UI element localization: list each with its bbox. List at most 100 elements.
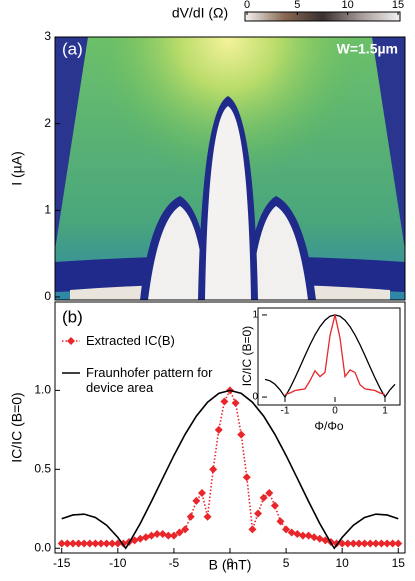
data-point [315, 534, 324, 543]
data-point [343, 539, 352, 548]
data-point [220, 397, 229, 406]
data-point [153, 530, 162, 539]
data-point [371, 539, 380, 548]
colorbar-tick-label: 15 [392, 0, 404, 11]
data-point [203, 512, 212, 521]
data-point [310, 533, 319, 542]
data-point [237, 430, 246, 439]
data-point [209, 465, 218, 474]
data-point [91, 539, 100, 548]
x-tick-label: 1 [382, 406, 388, 417]
data-point [248, 525, 257, 534]
colorbar-tick-label: 10 [342, 0, 354, 11]
heatmap-frame [54, 36, 406, 301]
data-point [169, 531, 178, 540]
data-point [388, 539, 397, 548]
y-axis-label: IC/IC (B=0) [9, 392, 25, 462]
colorbar-label: dV/dI (Ω) [172, 5, 228, 21]
x-axis-label: B (mT) [209, 557, 252, 573]
data-point [276, 517, 285, 526]
data-point [355, 539, 364, 548]
data-point [242, 473, 251, 482]
data-point [321, 536, 330, 545]
x-tick-label: 0 [227, 556, 234, 570]
y-tick-label: 1 [44, 202, 51, 216]
legend-marker [67, 337, 75, 345]
y-axis-label: IC/IC (B=0) [240, 326, 254, 386]
heatmap-image [55, 37, 405, 300]
data-point [287, 528, 296, 537]
data-point [231, 399, 240, 408]
data-point [259, 493, 268, 502]
colorbar-tick-label: 5 [294, 0, 300, 11]
data-point [394, 539, 403, 548]
y-tick-label: 3 [44, 29, 51, 43]
data-point [298, 531, 307, 540]
data-point [74, 539, 83, 548]
x-axis-label: Φ/Φo [314, 419, 343, 433]
inset-frame [257, 307, 401, 406]
series-line [61, 388, 399, 545]
data-point [85, 539, 94, 548]
data-point [349, 539, 358, 548]
data-point [265, 489, 274, 498]
data-point [108, 539, 117, 548]
y-tick-label: 0.0 [34, 540, 51, 554]
data-point [293, 530, 302, 539]
data-point [360, 539, 369, 548]
series-line [61, 389, 399, 550]
data-point [270, 501, 279, 510]
data-point [164, 531, 173, 540]
y-tick-label: 1.0 [34, 383, 51, 397]
y-tick-label: 0.5 [34, 462, 51, 476]
data-point [63, 539, 72, 548]
data-point [254, 509, 263, 518]
x-tick-label: 10 [335, 556, 349, 570]
series-line [284, 314, 386, 396]
data-point [214, 425, 223, 434]
data-point [377, 539, 386, 548]
data-point [158, 530, 167, 539]
y-tick-label: 1 [252, 310, 258, 321]
y-tick-label: 2 [44, 116, 51, 130]
x-tick-label: 0 [332, 406, 338, 417]
panel-label: (a) [62, 39, 83, 58]
x-tick-label: -1 [281, 406, 290, 417]
data-point [192, 496, 201, 505]
data-point [383, 539, 392, 548]
legend-label: Fraunhofer pattern for device area [86, 365, 213, 395]
data-point [113, 539, 122, 548]
colorbar [244, 11, 401, 22]
data-point [338, 539, 347, 548]
x-tick-label: 15 [392, 556, 406, 570]
data-point [304, 531, 313, 540]
data-point [175, 528, 184, 537]
colorbar-tick-label: 0 [244, 0, 250, 11]
x-tick-label: 5 [283, 556, 290, 570]
x-tick-label: -5 [169, 556, 180, 570]
panel-label: (b) [62, 307, 83, 326]
data-point [141, 533, 150, 542]
data-point [366, 539, 375, 548]
x-tick-label: -15 [53, 556, 71, 570]
data-point [197, 489, 206, 498]
y-tick-label: 0 [252, 392, 258, 403]
legend-label: Extracted IC(B) [86, 333, 175, 348]
data-point [80, 539, 89, 548]
data-point [96, 539, 105, 548]
data-point [181, 525, 190, 534]
data-point [102, 539, 111, 548]
data-point [136, 534, 145, 543]
data-point [130, 536, 139, 545]
data-point [186, 512, 195, 521]
annotation: W=1.5µm [337, 41, 398, 57]
y-axis-label: I (µA) [9, 151, 25, 186]
x-tick-label: -10 [109, 556, 127, 570]
data-point [68, 539, 77, 548]
data-point [147, 531, 156, 540]
data-point [282, 525, 291, 534]
data-point [57, 539, 66, 548]
y-tick-label: 0 [44, 289, 51, 303]
